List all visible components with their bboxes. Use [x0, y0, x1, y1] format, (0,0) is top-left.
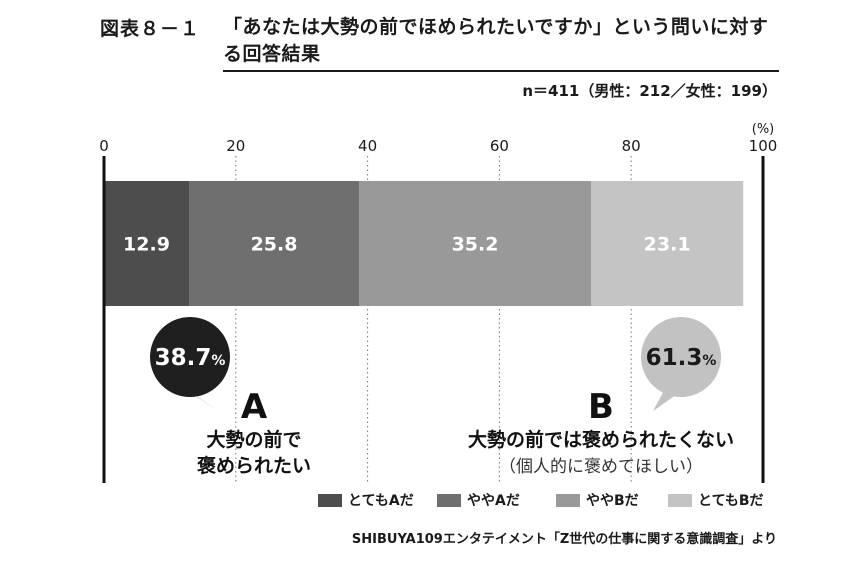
data-label: 23.1 [644, 234, 691, 256]
x-tick-label: 60 [490, 137, 509, 155]
bar-segment [104, 181, 190, 306]
group-a-total-label: 38.7% [155, 345, 226, 371]
data-label: 35.2 [452, 234, 499, 256]
legend-swatch [318, 493, 342, 507]
legend-label: ややBだ [586, 493, 639, 509]
legend-item-yaya-b: ややBだ [556, 490, 639, 510]
source-note: SHIBUYA109エンタテイメント「Z世代の仕事に関する意識調査」より [351, 532, 777, 547]
group-b-letter: B [588, 387, 614, 427]
group-b-subcaption: （個人的に褒めてほしい） [499, 457, 703, 477]
group-b-bubble [641, 317, 721, 397]
group-a-bubble [150, 317, 230, 397]
group-b-total-label: 61.3% [646, 345, 717, 371]
data-label: 12.9 [123, 234, 170, 256]
x-tick-label: 100 [749, 137, 778, 155]
title-underline [223, 70, 779, 72]
legend-item-totemo-b: とてもBだ [668, 490, 764, 510]
bar-segment [189, 181, 360, 306]
data-label: 25.8 [251, 234, 298, 256]
group-a-letter: A [241, 387, 268, 427]
legend-label: ややAだ [467, 493, 520, 509]
figure-title: 「あなたは大勢の前でほめられたいですか」という問いに対する回答結果 [223, 16, 769, 65]
group-b-caption: 大勢の前では褒められたくない [468, 428, 734, 451]
legend-swatch [556, 493, 580, 507]
bar-segment [359, 181, 592, 306]
x-tick-label: 80 [622, 137, 641, 155]
x-tick-label: 40 [358, 137, 377, 155]
group-a-caption: 褒められたい [196, 454, 311, 477]
legend-swatch [437, 493, 461, 507]
legend-item-totemo-a: とてもAだ [318, 490, 414, 510]
x-axis-unit: (%) [752, 122, 775, 137]
sample-size-note: n＝411（男性：212／女性：199） [522, 82, 777, 100]
legend-item-yaya-a: ややAだ [437, 490, 520, 510]
figure-label: 図表８－１ [100, 18, 201, 40]
legend-swatch [668, 493, 692, 507]
x-tick-label: 20 [226, 137, 245, 155]
bar-segment [591, 181, 744, 306]
legend-label: とてもBだ [698, 493, 764, 509]
legend: とてもAだ ややAだ ややBだ とてもBだ [0, 490, 860, 510]
legend-label: とてもAだ [348, 493, 414, 509]
x-tick-label: 0 [99, 137, 109, 155]
group-a-caption: 大勢の前で [206, 428, 301, 451]
